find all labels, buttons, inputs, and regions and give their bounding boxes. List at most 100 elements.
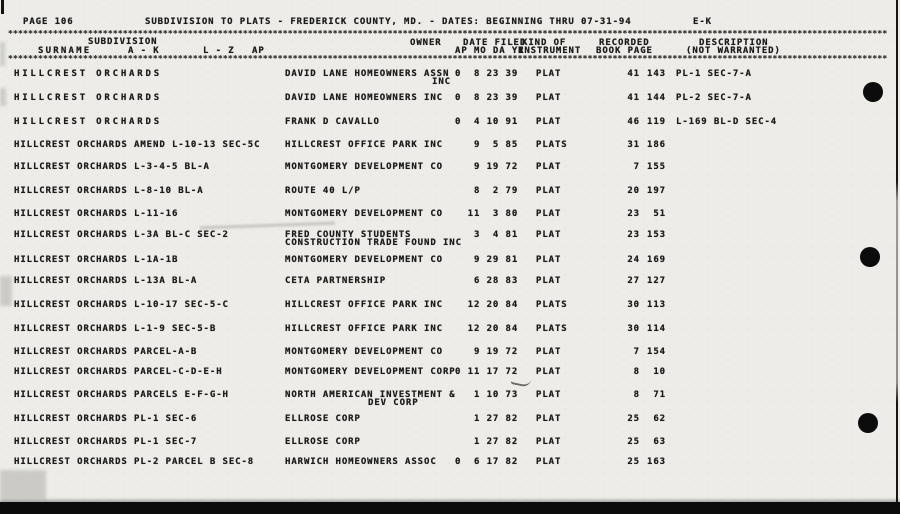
scan-smudge: [0, 470, 46, 500]
page-cell: 155: [647, 162, 666, 172]
subdivision-cell: HILLCREST ORCHARDS: [14, 93, 162, 103]
date-filed-cell: 9 29 81: [455, 255, 519, 265]
table-row: HILLCREST ORCHARDS L-3A BL-C SEC-2 FRED …: [0, 230, 900, 253]
instrument-cell: PLAT: [536, 117, 562, 127]
instrument-cell: PLAT: [536, 390, 562, 400]
date-filed-cell: 6 28 83: [455, 276, 519, 286]
col-header-book-page: BOOK PAGE: [596, 46, 653, 56]
owner-cell: MONTGOMERY DEVELOPMENT CO: [285, 347, 443, 357]
owner-cell: HILLCREST OFFICE PARK INC: [285, 324, 443, 334]
date-filed-cell: 0 8 23 39: [455, 93, 519, 103]
description-cell: PL-1 SEC-7-A: [676, 69, 752, 79]
page-cell: 144: [647, 93, 666, 103]
col-header-surname: SURNAME: [38, 46, 92, 56]
instrument-cell: PLAT: [536, 255, 562, 265]
table-row: HILLCREST ORCHARDS L-1-9 SEC-5-B HILLCRE…: [0, 324, 900, 347]
col-header-recorded: RECORDED: [599, 38, 650, 48]
table-row: HILLCREST ORCHARDS PL-1 SEC-6 ELLROSE CO…: [0, 414, 900, 437]
book-cell: 23: [627, 209, 640, 219]
page-cell: 71: [653, 390, 666, 400]
table-row: HILLCREST ORCHARDS L-3-4-5 BL-A MONTGOME…: [0, 162, 900, 185]
col-header-date-filed: DATE FILED: [463, 38, 527, 48]
owner-cell: CETA PARTNERSHIP: [285, 276, 387, 286]
date-filed-cell: 12 20 84: [455, 300, 519, 310]
table-row: HILLCREST ORCHARDS DAVID LANE HOMEOWNERS…: [0, 93, 900, 116]
scan-edge-line: [896, 0, 898, 503]
date-filed-cell: 9 5 85: [455, 140, 519, 150]
scan-corner-mark: [1, 0, 4, 14]
page-cell: 113: [647, 300, 666, 310]
instrument-cell: PLAT: [536, 230, 562, 240]
page-cell: 153: [647, 230, 666, 240]
page-cell: 62: [653, 414, 666, 424]
date-filed-cell: 8 2 79: [455, 186, 519, 196]
date-filed-cell: 0 11 17 72: [455, 367, 519, 377]
instrument-cell: PLATS: [536, 140, 568, 150]
owner-cell: MONTGOMERY DEVELOPMENT CO: [285, 255, 443, 265]
owner-cell: MONTGOMERY DEVELOPMENT CORP: [285, 367, 456, 377]
owner-cell: HILLCREST OFFICE PARK INC: [285, 300, 443, 310]
book-cell: 41: [627, 93, 640, 103]
instrument-cell: PLAT: [536, 276, 562, 286]
letter-range: E-K: [693, 17, 712, 27]
book-cell: 31: [627, 140, 640, 150]
owner-cell: ELLROSE CORP: [285, 414, 361, 424]
scan-smudge: [0, 88, 6, 106]
owner-continuation-cell: CONSTRUCTION TRADE FOUND INC: [285, 238, 462, 248]
instrument-cell: PLAT: [536, 93, 562, 103]
book-cell: 20: [627, 186, 640, 196]
date-filed-cell: 1 10 73: [455, 390, 519, 400]
scan-smudge: [0, 42, 5, 66]
owner-cell: ROUTE 40 L/P: [285, 186, 361, 196]
date-filed-cell: 9 19 72: [455, 162, 519, 172]
subdivision-cell: HILLCREST ORCHARDS: [14, 69, 162, 79]
punch-hole: [863, 82, 883, 102]
book-cell: 41: [627, 69, 640, 79]
book-cell: 30: [627, 300, 640, 310]
owner-cell: MONTGOMERY DEVELOPMENT CO: [285, 162, 443, 172]
book-cell: 7: [633, 347, 640, 357]
owner-cell: HILLCREST OFFICE PARK INC: [285, 140, 443, 150]
date-filed-cell: 0 6 17 82: [455, 457, 519, 467]
table-row: HILLCREST ORCHARDS PL-2 PARCEL B SEC-8 H…: [0, 457, 900, 480]
date-filed-cell: 0 4 10 91: [455, 117, 519, 127]
table-row: HILLCREST ORCHARDS L-11-16 MONTGOMERY DE…: [0, 209, 900, 232]
book-cell: 30: [627, 324, 640, 334]
subdivision-cell: HILLCREST ORCHARDS L-13A BL-A: [14, 276, 198, 286]
owner-continuation-cell: DEV CORP: [368, 398, 419, 408]
page-cell: 51: [653, 209, 666, 219]
page-cell: 119: [647, 117, 666, 127]
owner-cell: HARWICH HOMEOWNERS ASSOC: [285, 457, 437, 467]
col-header-instrument: INSTRUMENT: [518, 46, 582, 56]
col-header-l-z: L - Z: [203, 46, 235, 56]
owner-cell: FRED COUNTY STUDENTS: [285, 230, 412, 240]
date-filed-cell: 1 27 82: [455, 437, 519, 447]
book-cell: 27: [627, 276, 640, 286]
subdivision-cell: HILLCREST ORCHARDS PL-1 SEC-6: [14, 414, 198, 424]
subdivision-cell: HILLCREST ORCHARDS L-11-16: [14, 209, 179, 219]
table-row: HILLCREST ORCHARDS FRANK D CAVALLO 0 4 1…: [0, 117, 900, 140]
date-filed-cell: 3 4 81: [455, 230, 519, 240]
date-filed-cell: 11 3 80: [455, 209, 519, 219]
table-row: HILLCREST ORCHARDS PARCEL-A-B MONTGOMERY…: [0, 347, 900, 370]
book-cell: 23: [627, 230, 640, 240]
instrument-cell: PLAT: [536, 347, 562, 357]
page-cell: 163: [647, 457, 666, 467]
scan-bottom-band: [0, 502, 900, 514]
date-filed-cell: 12 20 84: [455, 324, 519, 334]
subdivision-cell: HILLCREST ORCHARDS L-1A-1B: [14, 255, 179, 265]
book-cell: 25: [627, 414, 640, 424]
subdivision-cell: HILLCREST ORCHARDS L-3A BL-C SEC-2: [14, 230, 229, 240]
owner-cell: ELLROSE CORP: [285, 437, 361, 447]
owner-cell: MONTGOMERY DEVELOPMENT CO: [285, 209, 443, 219]
separator-line: ****************************************…: [8, 55, 888, 63]
col-header-description: DESCRIPTION: [699, 38, 769, 48]
owner-cell: FRANK D CAVALLO: [285, 117, 380, 127]
scan-smudge: [0, 276, 12, 306]
instrument-cell: PLAT: [536, 437, 562, 447]
subdivision-cell: HILLCREST ORCHARDS PARCELS E-F-G-H: [14, 390, 229, 400]
instrument-cell: PLAT: [536, 457, 562, 467]
page-cell: 143: [647, 69, 666, 79]
table-row: HILLCREST ORCHARDS PARCEL-C-D-E-H MONTGO…: [0, 367, 900, 390]
